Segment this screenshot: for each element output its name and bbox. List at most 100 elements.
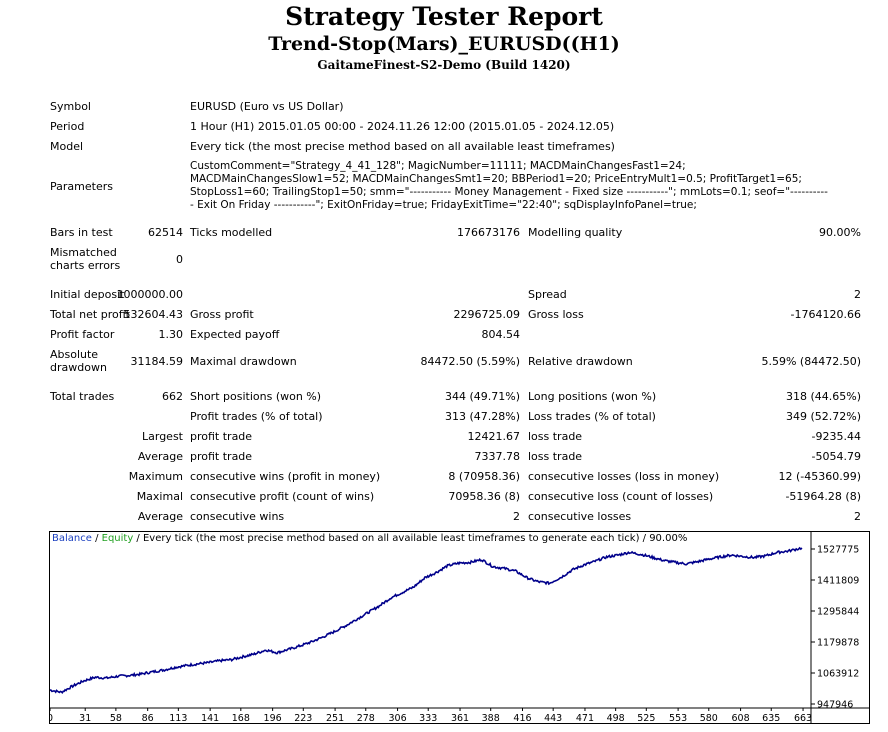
x-tick-label: 141 — [201, 713, 219, 724]
symbol-label: Symbol — [50, 100, 91, 113]
largest-label: Largest — [142, 430, 183, 443]
loss-trades-label: Loss trades (% of total) — [528, 410, 656, 423]
largest-profit-value: 12421.67 — [467, 430, 521, 443]
x-tick-label: 0 — [49, 713, 53, 724]
x-tick-label: 306 — [388, 713, 406, 724]
grossprofit-value: 2296725.09 — [453, 308, 520, 321]
maximum-label: Maximum — [128, 470, 183, 483]
x-tick-label: 251 — [326, 713, 344, 724]
model-label: Model — [50, 140, 84, 153]
grossloss-value: -1764120.66 — [790, 308, 861, 321]
legend-balance: Balance — [52, 533, 92, 544]
x-tick-label: 608 — [732, 713, 750, 724]
mismatch-label: Mismatched charts errors — [50, 246, 121, 272]
avg-cons-wins-label: consecutive wins — [190, 510, 285, 523]
netprofit-value: 532604.43 — [123, 308, 184, 321]
long-label: Long positions (won %) — [528, 390, 657, 403]
x-tick-label: 86 — [142, 713, 154, 724]
bars-label: Bars in test — [50, 226, 113, 239]
avg-cons-losses-value: 2 — [854, 510, 861, 523]
maxdd-value: 84472.50 (5.59%) — [420, 355, 520, 368]
y-tick-label: 1063912 — [817, 668, 859, 679]
balance-line — [50, 546, 803, 694]
payoff-label: Expected payoff — [190, 328, 280, 341]
x-tick-label: 443 — [544, 713, 562, 724]
largest-loss-value: -9235.44 — [811, 430, 861, 443]
x-tick-label: 333 — [419, 713, 437, 724]
y-tick-label: 1411809 — [817, 576, 859, 587]
short-label: Short positions (won %) — [190, 390, 322, 403]
period-label: Period — [50, 120, 85, 133]
y-tick-label: 1295844 — [817, 606, 859, 617]
report-title: Strategy Tester Report — [285, 2, 603, 31]
maximal-label: Maximal — [136, 490, 183, 503]
max-cons-losses-label: consecutive losses (loss in money) — [528, 470, 720, 483]
x-tick-label: 58 — [110, 713, 122, 724]
x-tick-label: 498 — [607, 713, 625, 724]
avg-cons-wins-value: 2 — [513, 510, 520, 523]
legend-separator: / — [91, 533, 102, 544]
y-tick-label: 1527775 — [817, 545, 859, 556]
x-tick-label: 113 — [169, 713, 187, 724]
loss-trades-value: 349 (52.72%) — [785, 410, 861, 423]
y-tick-label: 947946 — [817, 700, 853, 711]
quality-label: Modelling quality — [528, 226, 623, 239]
absdd-label: Absolute drawdown — [50, 348, 107, 374]
x-tick-label: 416 — [513, 713, 531, 724]
chart-legend: Balance / Equity / Every tick (the most … — [52, 533, 687, 544]
x-tick-label: 471 — [576, 713, 594, 724]
ticks-value: 176673176 — [457, 226, 520, 239]
balance-chart: 1527775 1411809 1295844 1179878 1063912 94794… — [49, 531, 870, 724]
maximal-loss-label: consecutive loss (count of losses) — [528, 490, 714, 503]
trades-value: 662 — [162, 390, 183, 403]
x-tick-label: 361 — [451, 713, 469, 724]
x-tick-label: 635 — [762, 713, 780, 724]
x-tick-label: 31 — [79, 713, 91, 724]
x-tick-label: 388 — [482, 713, 500, 724]
reldd-label: Relative drawdown — [528, 355, 633, 368]
trades-label: Total trades — [50, 390, 115, 403]
parameters-value: CustomComment="Strategy_4_41_128"; Magic… — [190, 160, 828, 211]
largest-profit-label: profit trade — [190, 430, 253, 443]
deposit-value: 1000000.00 — [116, 288, 183, 301]
average-loss-value: -5054.79 — [811, 450, 861, 463]
spread-value: 2 — [854, 288, 861, 301]
quality-value: 90.00% — [819, 226, 861, 239]
average-profit-label: profit trade — [190, 450, 253, 463]
maxdd-label: Maximal drawdown — [190, 355, 297, 368]
max-cons-wins-value: 8 (70958.36) — [448, 470, 520, 483]
x-tick-label: 223 — [294, 713, 312, 724]
maximal-profit-label: consecutive profit (count of wins) — [190, 490, 375, 503]
average-label: Average — [137, 450, 183, 463]
max-cons-wins-label: consecutive wins (profit in money) — [190, 470, 381, 483]
period-value: 1 Hour (H1) 2015.01.05 00:00 - 2024.11.2… — [190, 120, 615, 133]
maximal-loss-value: -51964.28 (8) — [785, 490, 861, 503]
spread-label: Spread — [528, 288, 567, 301]
grossprofit-label: Gross profit — [190, 308, 254, 321]
chart-frame — [49, 531, 870, 724]
avg-cons-label: Average — [137, 510, 183, 523]
profit-trades-label: Profit trades (% of total) — [190, 410, 323, 423]
profit-trades-value: 313 (47.28%) — [444, 410, 520, 423]
legend-description: / Every tick (the most precise method ba… — [133, 533, 688, 544]
average-profit-value: 7337.78 — [474, 450, 521, 463]
legend-equity: Equity — [101, 533, 134, 544]
bars-value: 62514 — [148, 226, 183, 239]
short-value: 344 (49.71%) — [444, 390, 520, 403]
pf-label: Profit factor — [50, 328, 115, 341]
server-name: GaitameFinest-S2-Demo (Build 1420) — [317, 58, 571, 72]
x-tick-label: 525 — [637, 713, 655, 724]
grossloss-label: Gross loss — [528, 308, 584, 321]
long-value: 318 (44.65%) — [785, 390, 861, 403]
deposit-label: Initial deposit — [50, 288, 125, 301]
report-subtitle: Trend-Stop(Mars)_EURUSD((H1) — [268, 33, 620, 55]
netprofit-label: Total net profit — [50, 308, 130, 321]
avg-cons-losses-label: consecutive losses — [528, 510, 632, 523]
reldd-value: 5.59% (84472.50) — [761, 355, 861, 368]
mismatch-value: 0 — [176, 253, 183, 266]
absdd-value: 31184.59 — [130, 355, 184, 368]
max-cons-losses-value: 12 (-45360.99) — [778, 470, 861, 483]
x-tick-label: 663 — [794, 713, 812, 724]
x-tick-label: 553 — [669, 713, 687, 724]
average-loss-label: loss trade — [528, 450, 583, 463]
